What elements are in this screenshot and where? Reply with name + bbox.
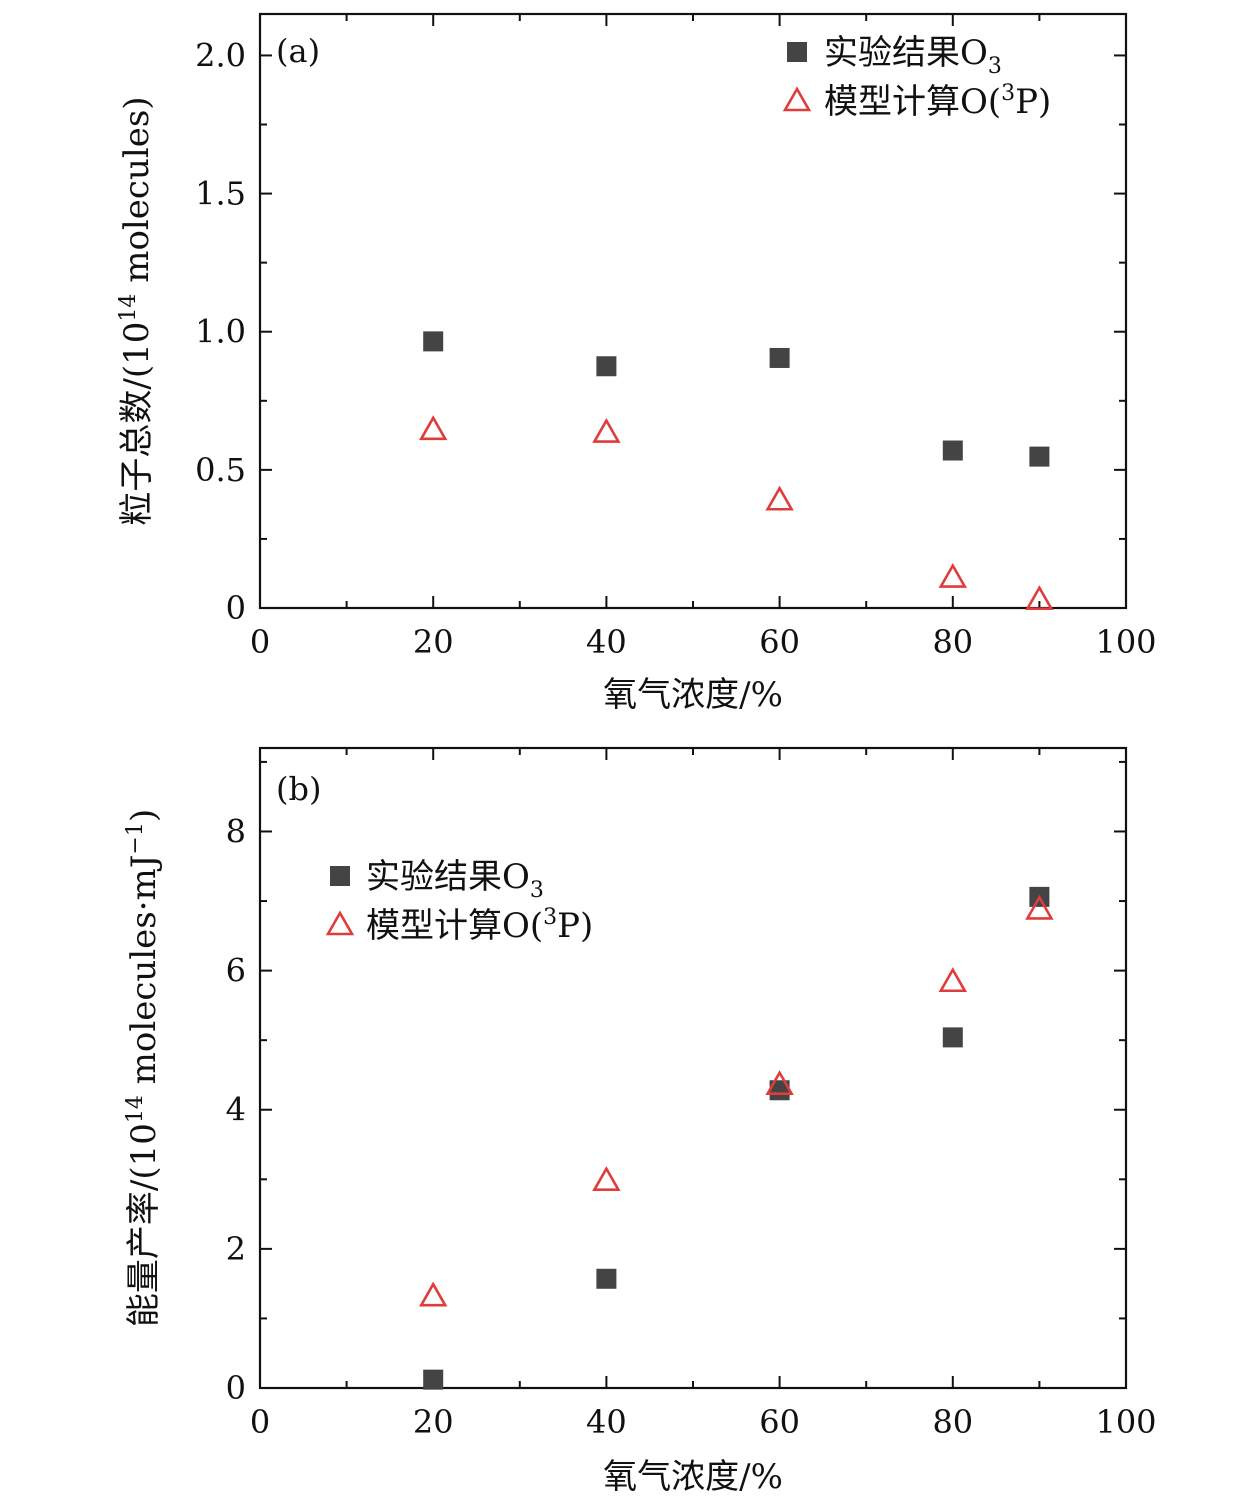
point-experiment-o3	[942, 440, 963, 461]
y-axis-label-sup: 14	[116, 294, 141, 322]
y-axis-label-middle: molecules·mJ	[124, 855, 164, 1096]
point-model-o3p	[418, 415, 448, 441]
x-axis-label: 氧气浓度/%	[603, 1457, 783, 1497]
point-experiment-o3	[769, 1080, 790, 1101]
y-tick-label: 0	[226, 1369, 246, 1407]
x-tick-label: 100	[1095, 1403, 1156, 1441]
x-axis-label: 氧气浓度/%	[603, 675, 783, 715]
x-tick-label: 20	[413, 623, 454, 661]
y-tick-label: 2.0	[195, 36, 246, 74]
y-tick-label: 2	[226, 1230, 246, 1268]
y-tick-label: 6	[226, 952, 246, 990]
x-tick-label: 40	[586, 1403, 627, 1441]
point-model-o3p	[765, 485, 794, 511]
y-tick-label: 0.5	[195, 451, 246, 489]
x-tick-label: 0	[250, 1403, 270, 1441]
point-model-o3p	[1025, 894, 1054, 920]
y-axis-label-sup: 14	[123, 1095, 148, 1123]
x-tick-label: 60	[759, 1403, 800, 1441]
legend: 实验结果O3 模型计算O(3P)	[782, 33, 1051, 122]
y-tick-label: 8	[226, 812, 246, 850]
y-tick-label: 4	[226, 1091, 246, 1129]
point-experiment-o3	[942, 1027, 963, 1048]
point-model-o3p	[938, 967, 968, 993]
panel-label: (a)	[276, 32, 320, 70]
x-tick-labels: 0 20 40 60 80 100	[250, 1403, 1157, 1441]
y-tick-labels: 0 0.5 1.0 1.5 2.0	[195, 36, 246, 627]
point-experiment-o3	[596, 1268, 617, 1289]
y-tick-label: 1.0	[195, 313, 246, 351]
axis-ticks	[259, 14, 1127, 609]
x-tick-label: 100	[1095, 623, 1156, 661]
legend-marker-triangle	[325, 910, 355, 936]
panel-label: (b)	[276, 770, 321, 808]
y-axis-label-prefix: 粒子总数/(10	[117, 322, 157, 526]
point-model-o3p	[1025, 585, 1054, 611]
legend-entry-model: 模型计算O(3P)	[824, 81, 1051, 122]
chart-panel-b: 0 20 40 60 80 100 0 2 4 6 8 (b) 氧气浓度/% 能量产率/(1014…	[123, 746, 1157, 1497]
x-tick-labels: 0 20 40 60 80 100	[250, 623, 1157, 661]
y-axis-label-prefix: 能量产率/(10	[124, 1123, 164, 1327]
axis-ticks	[259, 748, 1127, 1389]
point-model-o3p	[418, 1281, 448, 1307]
legend-entry-experiment: 实验结果O3	[366, 857, 544, 903]
legend-entry-experiment: 实验结果O3	[824, 33, 1002, 79]
y-axis-label-suffix: molecules)	[117, 96, 157, 293]
data-marks	[418, 331, 1054, 611]
legend-marker-square	[787, 42, 807, 62]
point-model-o3p	[592, 417, 621, 443]
point-model-o3p	[592, 1166, 621, 1191]
y-axis-label-sup2: −1	[123, 822, 148, 854]
point-experiment-o3	[1029, 446, 1050, 467]
point-model-o3p	[765, 1070, 794, 1095]
y-tick-labels: 0 2 4 6 8	[226, 812, 246, 1407]
x-tick-label: 60	[759, 623, 800, 661]
x-tick-label: 20	[413, 1403, 454, 1441]
legend: 实验结果O3 模型计算O(3P)	[325, 857, 593, 946]
y-axis-label-suffix: )	[124, 809, 164, 822]
y-axis-label: 粒子总数/(1014 molecules)	[116, 96, 157, 525]
x-tick-label: 80	[932, 623, 973, 661]
plot-frame	[258, 746, 1128, 1390]
legend-marker-triangle	[782, 86, 812, 112]
point-experiment-o3	[423, 331, 444, 352]
point-experiment-o3	[596, 356, 617, 377]
point-model-o3p	[938, 562, 968, 588]
point-experiment-o3	[423, 1369, 444, 1390]
point-experiment-o3	[769, 347, 790, 368]
y-axis-label: 能量产率/(1014 molecules·mJ−1)	[123, 809, 164, 1327]
y-tick-label: 1.5	[195, 175, 246, 213]
x-tick-label: 80	[932, 1403, 973, 1441]
chart-panel-a: 0 20 40 60 80 100 0 0.5 1.0 1.5 2.0 (a) 氧气浓度/% 粒子…	[116, 12, 1157, 715]
x-tick-label: 40	[586, 623, 627, 661]
x-tick-label: 0	[250, 623, 270, 661]
legend-marker-square	[330, 866, 350, 886]
y-tick-label: 0	[226, 589, 246, 627]
data-marks	[418, 886, 1054, 1390]
legend-entry-model: 模型计算O(3P)	[366, 905, 593, 946]
